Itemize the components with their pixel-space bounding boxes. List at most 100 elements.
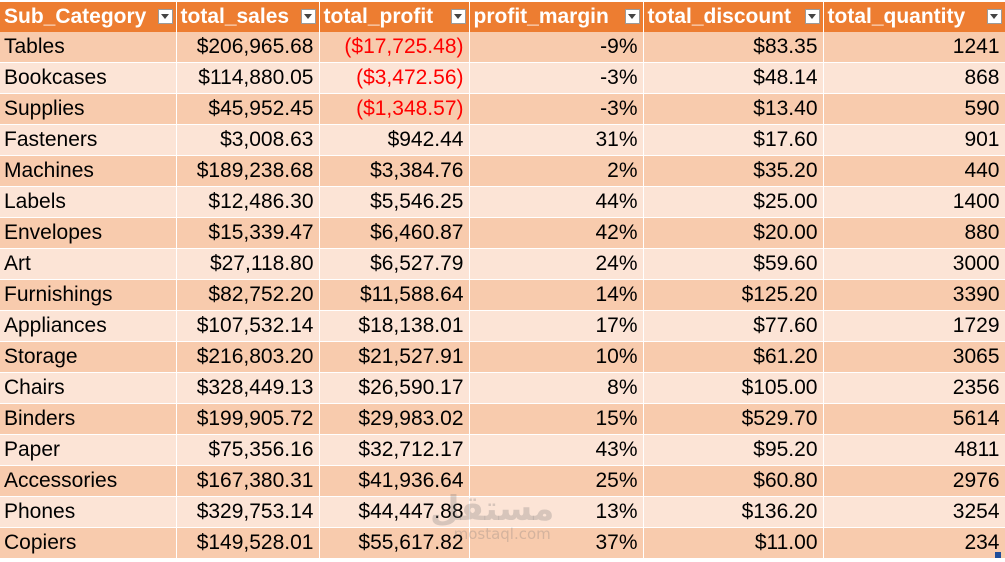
cell-profit-margin[interactable]: 25% <box>469 465 644 497</box>
cell-total-quantity[interactable]: 440 <box>823 155 1005 187</box>
column-header-total-quantity[interactable]: total_quantity <box>823 2 1005 32</box>
filter-dropdown-icon[interactable] <box>450 9 466 24</box>
cell-total-quantity[interactable]: 868 <box>823 62 1005 94</box>
cell-total-discount[interactable]: $529.70 <box>643 403 824 435</box>
cell-sub-category[interactable]: Storage <box>0 341 177 373</box>
cell-total-discount[interactable]: $35.20 <box>643 155 824 187</box>
cell-total-quantity[interactable]: 590 <box>823 93 1005 125</box>
cell-sub-category[interactable]: Art <box>0 248 177 280</box>
cell-total-quantity[interactable]: 5614 <box>823 403 1005 435</box>
cell-total-discount[interactable]: $136.20 <box>643 496 824 528</box>
cell-sub-category[interactable]: Labels <box>0 186 177 218</box>
cell-total-sales[interactable]: $328,449.13 <box>176 372 320 404</box>
cell-total-profit[interactable]: $44,447.88 <box>319 496 470 528</box>
cell-total-discount[interactable]: $83.35 <box>643 32 824 63</box>
cell-total-profit[interactable]: ($3,472.56) <box>319 62 470 94</box>
cell-total-sales[interactable]: $107,532.14 <box>176 310 320 342</box>
column-header-total-profit[interactable]: total_profit <box>319 2 470 32</box>
cell-total-sales[interactable]: $199,905.72 <box>176 403 320 435</box>
cell-total-sales[interactable]: $206,965.68 <box>176 32 320 63</box>
cell-sub-category[interactable]: Chairs <box>0 372 177 404</box>
cell-sub-category[interactable]: Furnishings <box>0 279 177 311</box>
column-header-profit-margin[interactable]: profit_margin <box>469 2 644 32</box>
cell-total-quantity[interactable]: 3390 <box>823 279 1005 311</box>
cell-sub-category[interactable]: Bookcases <box>0 62 177 94</box>
cell-profit-margin[interactable]: 13% <box>469 496 644 528</box>
cell-profit-margin[interactable]: 2% <box>469 155 644 187</box>
cell-sub-category[interactable]: Fasteners <box>0 124 177 156</box>
cell-profit-margin[interactable]: -3% <box>469 62 644 94</box>
cell-total-quantity[interactable]: 2356 <box>823 372 1005 404</box>
cell-profit-margin[interactable]: 42% <box>469 217 644 249</box>
filter-dropdown-icon[interactable] <box>804 9 820 24</box>
column-header-total-sales[interactable]: total_sales <box>176 2 320 32</box>
cell-total-sales[interactable]: $27,118.80 <box>176 248 320 280</box>
cell-total-sales[interactable]: $3,008.63 <box>176 124 320 156</box>
cell-total-discount[interactable]: $17.60 <box>643 124 824 156</box>
cell-total-discount[interactable]: $125.20 <box>643 279 824 311</box>
cell-total-profit[interactable]: ($17,725.48) <box>319 32 470 63</box>
filter-dropdown-icon[interactable] <box>986 9 1002 24</box>
cell-profit-margin[interactable]: 44% <box>469 186 644 218</box>
cell-total-discount[interactable]: $77.60 <box>643 310 824 342</box>
cell-total-profit[interactable]: $32,712.17 <box>319 434 470 466</box>
cell-total-sales[interactable]: $149,528.01 <box>176 527 320 559</box>
cell-total-discount[interactable]: $105.00 <box>643 372 824 404</box>
cell-total-quantity[interactable]: 1241 <box>823 32 1005 63</box>
cell-total-profit[interactable]: $29,983.02 <box>319 403 470 435</box>
cell-sub-category[interactable]: Supplies <box>0 93 177 125</box>
cell-profit-margin[interactable]: 31% <box>469 124 644 156</box>
cell-profit-margin[interactable]: 24% <box>469 248 644 280</box>
cell-profit-margin[interactable]: 17% <box>469 310 644 342</box>
cell-sub-category[interactable]: Tables <box>0 32 177 63</box>
cell-sub-category[interactable]: Machines <box>0 155 177 187</box>
cell-total-quantity[interactable]: 1729 <box>823 310 1005 342</box>
cell-total-profit[interactable]: $41,936.64 <box>319 465 470 497</box>
column-header-total-discount[interactable]: total_discount <box>643 2 824 32</box>
cell-total-quantity[interactable]: 2976 <box>823 465 1005 497</box>
cell-total-sales[interactable]: $82,752.20 <box>176 279 320 311</box>
cell-sub-category[interactable]: Copiers <box>0 527 177 559</box>
cell-total-profit[interactable]: $21,527.91 <box>319 341 470 373</box>
cell-total-profit[interactable]: $55,617.82 <box>319 527 470 559</box>
cell-sub-category[interactable]: Accessories <box>0 465 177 497</box>
table-resize-handle[interactable] <box>995 552 1001 558</box>
cell-profit-margin[interactable]: 37% <box>469 527 644 559</box>
cell-sub-category[interactable]: Binders <box>0 403 177 435</box>
cell-total-quantity[interactable]: 3065 <box>823 341 1005 373</box>
cell-total-profit[interactable]: $5,546.25 <box>319 186 470 218</box>
column-header-sub-category[interactable]: Sub_Category <box>0 2 177 32</box>
cell-total-discount[interactable]: $59.60 <box>643 248 824 280</box>
cell-total-discount[interactable]: $95.20 <box>643 434 824 466</box>
cell-total-profit[interactable]: $11,588.64 <box>319 279 470 311</box>
cell-total-sales[interactable]: $189,238.68 <box>176 155 320 187</box>
cell-sub-category[interactable]: Envelopes <box>0 217 177 249</box>
cell-total-sales[interactable]: $45,952.45 <box>176 93 320 125</box>
cell-total-sales[interactable]: $15,339.47 <box>176 217 320 249</box>
cell-total-sales[interactable]: $216,803.20 <box>176 341 320 373</box>
cell-total-profit[interactable]: $18,138.01 <box>319 310 470 342</box>
cell-profit-margin[interactable]: 8% <box>469 372 644 404</box>
filter-dropdown-icon[interactable] <box>300 9 316 24</box>
cell-profit-margin[interactable]: 10% <box>469 341 644 373</box>
cell-total-discount[interactable]: $20.00 <box>643 217 824 249</box>
cell-total-discount[interactable]: $25.00 <box>643 186 824 218</box>
filter-dropdown-icon[interactable] <box>157 9 173 24</box>
cell-sub-category[interactable]: Phones <box>0 496 177 528</box>
cell-total-quantity[interactable]: 4811 <box>823 434 1005 466</box>
cell-total-profit[interactable]: $942.44 <box>319 124 470 156</box>
cell-total-profit[interactable]: ($1,348.57) <box>319 93 470 125</box>
cell-total-discount[interactable]: $13.40 <box>643 93 824 125</box>
cell-profit-margin[interactable]: -3% <box>469 93 644 125</box>
cell-sub-category[interactable]: Paper <box>0 434 177 466</box>
cell-total-sales[interactable]: $114,880.05 <box>176 62 320 94</box>
cell-profit-margin[interactable]: 14% <box>469 279 644 311</box>
cell-total-discount[interactable]: $11.00 <box>643 527 824 559</box>
cell-total-profit[interactable]: $26,590.17 <box>319 372 470 404</box>
cell-total-profit[interactable]: $6,460.87 <box>319 217 470 249</box>
cell-profit-margin[interactable]: -9% <box>469 32 644 63</box>
cell-total-profit[interactable]: $6,527.79 <box>319 248 470 280</box>
cell-total-sales[interactable]: $12,486.30 <box>176 186 320 218</box>
cell-total-quantity[interactable]: 234 <box>823 527 1005 559</box>
cell-profit-margin[interactable]: 15% <box>469 403 644 435</box>
